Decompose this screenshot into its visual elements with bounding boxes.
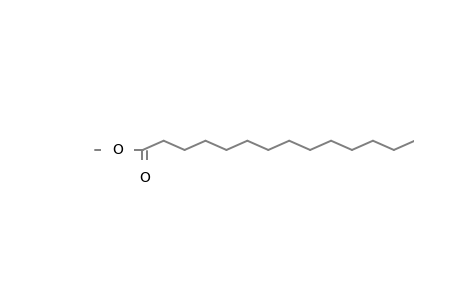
- Text: O: O: [139, 172, 150, 185]
- Text: O: O: [112, 143, 123, 157]
